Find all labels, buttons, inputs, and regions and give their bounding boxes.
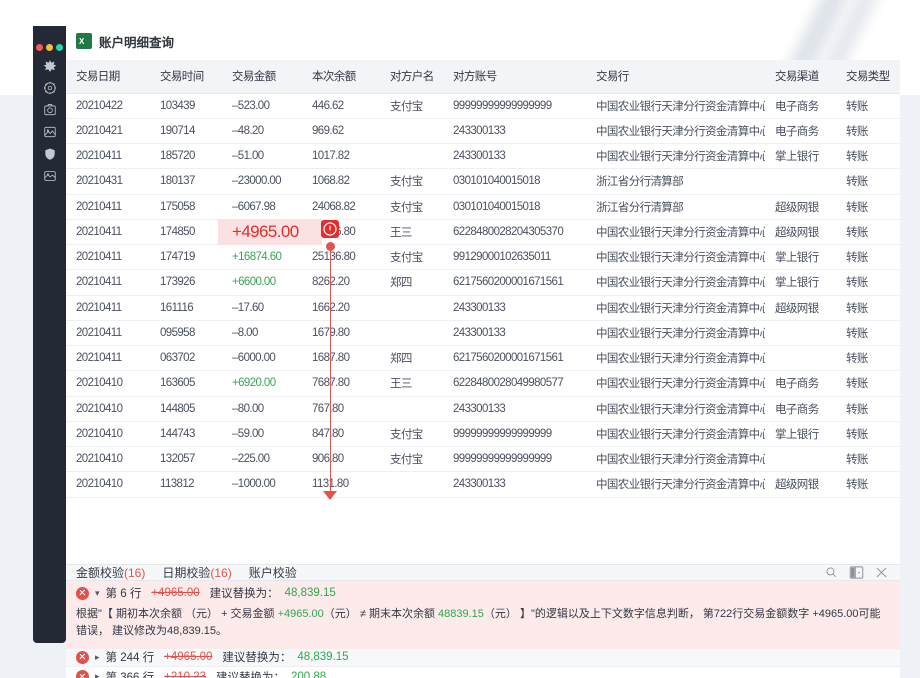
svg-text:X: X [79,37,85,46]
